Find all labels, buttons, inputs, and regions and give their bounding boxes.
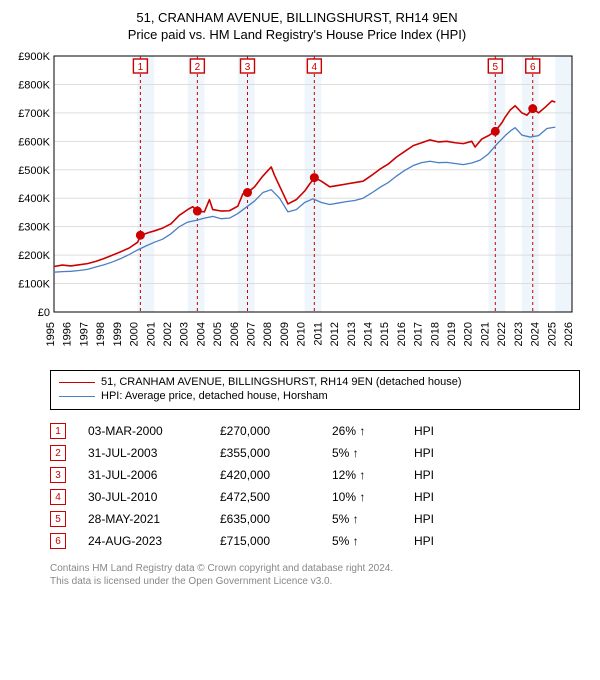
svg-text:1998: 1998 [95, 322, 107, 346]
svg-text:£500K: £500K [18, 165, 50, 177]
sale-tag: HPI [414, 424, 444, 438]
sale-marker: 1 [50, 423, 66, 439]
svg-text:2006: 2006 [229, 322, 241, 346]
sale-price: £355,000 [220, 446, 310, 460]
legend-swatch [59, 396, 95, 397]
svg-text:2015: 2015 [379, 322, 391, 346]
sale-pct: 26% ↑ [332, 424, 392, 438]
sale-row: 3 31-JUL-2006 £420,000 12% ↑ HPI [50, 464, 580, 486]
sale-date: 03-MAR-2000 [88, 424, 198, 438]
sale-marker: 2 [50, 445, 66, 461]
sale-row: 6 24-AUG-2023 £715,000 5% ↑ HPI [50, 530, 580, 552]
svg-text:£200K: £200K [18, 250, 50, 262]
chart-title-address: 51, CRANHAM AVENUE, BILLINGSHURST, RH14 … [10, 10, 584, 25]
svg-text:2000: 2000 [129, 322, 141, 346]
legend-label: 51, CRANHAM AVENUE, BILLINGSHURST, RH14 … [101, 376, 462, 388]
svg-text:2005: 2005 [212, 322, 224, 346]
svg-text:2012: 2012 [329, 322, 341, 346]
sale-price: £270,000 [220, 424, 310, 438]
sale-marker: 5 [50, 511, 66, 527]
sale-pct: 5% ↑ [332, 512, 392, 526]
svg-text:2024: 2024 [530, 322, 542, 346]
sale-date: 28-MAY-2021 [88, 512, 198, 526]
svg-text:2017: 2017 [413, 322, 425, 346]
sale-row: 4 30-JUL-2010 £472,500 10% ↑ HPI [50, 486, 580, 508]
svg-text:£800K: £800K [18, 79, 50, 91]
svg-text:1995: 1995 [45, 322, 57, 346]
svg-text:2020: 2020 [463, 322, 475, 346]
svg-text:2021: 2021 [479, 322, 491, 346]
svg-text:2025: 2025 [546, 322, 558, 346]
svg-text:2022: 2022 [496, 322, 508, 346]
sale-tag: HPI [414, 534, 444, 548]
sale-row: 1 03-MAR-2000 £270,000 26% ↑ HPI [50, 420, 580, 442]
svg-text:2002: 2002 [162, 322, 174, 346]
svg-text:2023: 2023 [513, 322, 525, 346]
svg-text:2004: 2004 [195, 322, 207, 346]
svg-text:3: 3 [245, 62, 251, 73]
svg-text:2: 2 [195, 62, 201, 73]
chart-title-subtitle: Price paid vs. HM Land Registry's House … [10, 27, 584, 42]
sale-tag: HPI [414, 468, 444, 482]
sale-price: £715,000 [220, 534, 310, 548]
svg-text:2013: 2013 [346, 322, 358, 346]
svg-text:2008: 2008 [262, 322, 274, 346]
sale-row: 2 31-JUL-2003 £355,000 5% ↑ HPI [50, 442, 580, 464]
svg-text:2019: 2019 [446, 322, 458, 346]
sale-price: £420,000 [220, 468, 310, 482]
legend-swatch [59, 382, 95, 383]
svg-text:2001: 2001 [145, 322, 157, 346]
sale-pct: 5% ↑ [332, 534, 392, 548]
legend-label: HPI: Average price, detached house, Hors… [101, 390, 328, 402]
svg-text:6: 6 [530, 62, 536, 73]
sale-price: £472,500 [220, 490, 310, 504]
sale-date: 24-AUG-2023 [88, 534, 198, 548]
svg-text:£600K: £600K [18, 136, 50, 148]
sale-row: 5 28-MAY-2021 £635,000 5% ↑ HPI [50, 508, 580, 530]
svg-text:2026: 2026 [563, 322, 575, 346]
svg-text:1999: 1999 [112, 322, 124, 346]
svg-text:4: 4 [312, 62, 318, 73]
sale-date: 30-JUL-2010 [88, 490, 198, 504]
svg-text:£300K: £300K [18, 222, 50, 234]
svg-text:2018: 2018 [429, 322, 441, 346]
sale-pct: 12% ↑ [332, 468, 392, 482]
svg-text:1997: 1997 [78, 322, 90, 346]
svg-text:1: 1 [138, 62, 144, 73]
svg-text:2009: 2009 [279, 322, 291, 346]
svg-text:£0: £0 [38, 307, 50, 319]
sale-marker: 6 [50, 533, 66, 549]
sale-date: 31-JUL-2003 [88, 446, 198, 460]
svg-text:2007: 2007 [246, 322, 258, 346]
footer-line: Contains HM Land Registry data © Crown c… [50, 562, 580, 575]
sale-price: £635,000 [220, 512, 310, 526]
svg-text:5: 5 [493, 62, 499, 73]
footer-attribution: Contains HM Land Registry data © Crown c… [50, 562, 580, 588]
svg-text:2010: 2010 [296, 322, 308, 346]
svg-text:£700K: £700K [18, 108, 50, 120]
chart-title-block: 51, CRANHAM AVENUE, BILLINGSHURST, RH14 … [10, 10, 584, 42]
svg-text:£100K: £100K [18, 279, 50, 291]
footer-line: This data is licensed under the Open Gov… [50, 575, 580, 588]
legend-item-property: 51, CRANHAM AVENUE, BILLINGSHURST, RH14 … [59, 375, 571, 389]
svg-text:1996: 1996 [62, 322, 74, 346]
sale-marker: 4 [50, 489, 66, 505]
svg-text:2014: 2014 [362, 322, 374, 346]
sale-pct: 10% ↑ [332, 490, 392, 504]
sale-marker: 3 [50, 467, 66, 483]
svg-text:2011: 2011 [312, 322, 324, 346]
chart-legend: 51, CRANHAM AVENUE, BILLINGSHURST, RH14 … [50, 370, 580, 410]
sale-date: 31-JUL-2006 [88, 468, 198, 482]
sales-table: 1 03-MAR-2000 £270,000 26% ↑ HPI 2 31-JUL-2003… [50, 420, 580, 552]
sale-tag: HPI [414, 446, 444, 460]
price-chart: £0 £100K £200K £300K £400K £500K £600K £700K £80… [10, 48, 584, 356]
sale-tag: HPI [414, 490, 444, 504]
svg-text:2016: 2016 [396, 322, 408, 346]
svg-text:£900K: £900K [18, 51, 50, 63]
svg-text:2003: 2003 [179, 322, 191, 346]
legend-item-hpi: HPI: Average price, detached house, Hors… [59, 389, 571, 403]
sale-pct: 5% ↑ [332, 446, 392, 460]
svg-text:£400K: £400K [18, 193, 50, 205]
sale-tag: HPI [414, 512, 444, 526]
